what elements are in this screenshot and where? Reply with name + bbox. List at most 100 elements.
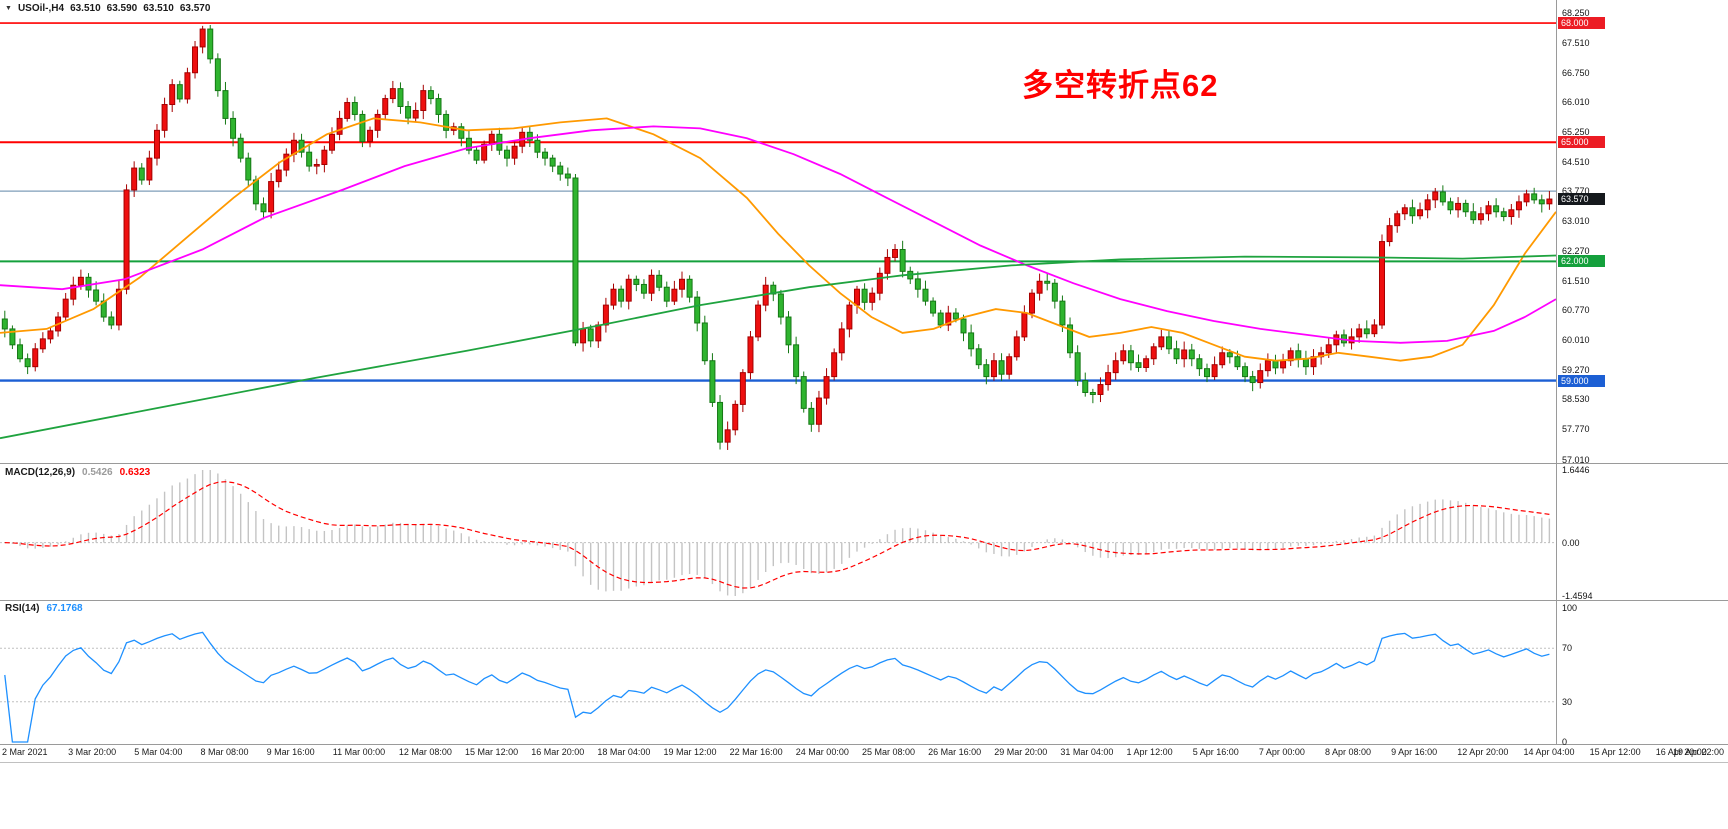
candle: [17, 344, 24, 360]
price-axis-label: 58.530: [1562, 394, 1590, 405]
candle: [260, 203, 267, 213]
candle: [1, 318, 8, 330]
candle: [831, 352, 838, 378]
candle: [602, 304, 609, 326]
price-badge-59.000: 59.000: [1558, 374, 1605, 387]
rsi-scale-label: 100: [1562, 603, 1578, 613]
time-axis-label: 11 Mar 00:00: [332, 747, 386, 757]
candle: [9, 328, 16, 346]
candle: [998, 360, 1005, 375]
rsi-scale-label: 70: [1562, 643, 1573, 654]
macd-scale-label: -1.4594: [1562, 591, 1593, 601]
candle: [268, 181, 275, 213]
candle: [990, 360, 997, 378]
candle: [640, 283, 647, 294]
chart-title: ▼ USOil-,H4 63.510 63.590 63.510 63.570: [5, 3, 210, 14]
price-badge-68.000: 68.000: [1558, 17, 1605, 30]
candlestick-chart[interactable]: [0, 0, 1728, 765]
ohlc-high: 63.590: [106, 3, 138, 14]
candle: [1409, 207, 1416, 217]
macd-signal-line: [4, 481, 1550, 589]
candle: [1021, 312, 1028, 338]
candle: [123, 189, 130, 290]
candle: [930, 300, 937, 314]
candle: [1538, 199, 1545, 205]
candle: [1173, 348, 1180, 360]
candle: [724, 429, 731, 443]
time-axis-label: 9 Mar 16:00: [266, 747, 315, 757]
candle: [542, 151, 549, 159]
candle: [1074, 352, 1081, 382]
candle: [793, 344, 800, 378]
candle: [800, 376, 807, 409]
price-axis-label: 67.510: [1562, 37, 1590, 48]
candle: [1242, 366, 1249, 378]
candle: [777, 293, 784, 318]
candle: [511, 145, 518, 159]
candle: [192, 46, 199, 74]
candle: [336, 117, 343, 135]
price-badge-63.570: 63.570: [1558, 193, 1605, 206]
candle: [1546, 198, 1553, 205]
candle: [321, 149, 328, 165]
candle: [1120, 350, 1127, 362]
candle: [937, 312, 944, 326]
candle: [458, 126, 465, 139]
candle: [564, 173, 571, 179]
candle: [1234, 356, 1241, 368]
candle: [328, 133, 335, 151]
candle: [701, 322, 708, 362]
candle: [732, 403, 739, 431]
candle: [914, 278, 921, 290]
rsi-scale-label: 0: [1562, 737, 1568, 747]
candle: [382, 98, 389, 115]
rsi-line: [4, 631, 1550, 743]
time-axis-label: 5 Apr 16:00: [1192, 747, 1239, 757]
candle: [1196, 358, 1203, 370]
candle: [1333, 334, 1340, 346]
candle: [648, 274, 655, 294]
chart-menu-icon[interactable]: ▼: [5, 5, 12, 12]
rsi-indicator-label: RSI(14) 67.1768: [5, 603, 83, 614]
candle: [853, 288, 860, 306]
candle: [1257, 370, 1264, 384]
candle: [161, 104, 168, 131]
candle: [435, 98, 442, 115]
candle: [115, 288, 122, 326]
candle: [922, 288, 929, 302]
candle: [694, 296, 701, 324]
candle: [397, 88, 404, 108]
candle: [62, 298, 69, 318]
time-axis-label: 2 Mar 2021: [2, 747, 48, 757]
candle: [610, 288, 617, 306]
candle: [717, 401, 724, 443]
candle: [739, 372, 746, 405]
candle: [587, 328, 594, 342]
candle: [1188, 349, 1195, 360]
candle: [465, 137, 472, 151]
candle: [1226, 352, 1233, 358]
candle: [1493, 205, 1500, 213]
time-axis-label: 7 Apr 00:00: [1258, 747, 1305, 757]
price-badge-62.000: 62.000: [1558, 255, 1605, 268]
candle: [1356, 328, 1363, 338]
time-axis-label: 29 Mar 20:00: [994, 747, 1048, 757]
candle: [983, 364, 990, 378]
candle: [1044, 280, 1051, 284]
price-axis-label: 59.270: [1562, 364, 1590, 375]
time-axis-label: 18 Mar 04:00: [597, 747, 651, 757]
candle: [1097, 384, 1104, 395]
time-axis-label: 3 Mar 20:00: [68, 747, 117, 757]
candle: [1264, 360, 1271, 372]
time-axis-label: 5 Mar 04:00: [134, 747, 183, 757]
annotation-text[interactable]: 多空转折点62: [1022, 68, 1219, 103]
macd-scale-label: 0.00: [1562, 537, 1580, 548]
time-axis-label: 25 Mar 08:00: [861, 747, 915, 757]
candle: [671, 288, 678, 302]
candle: [884, 256, 891, 274]
candle: [1067, 324, 1074, 354]
candle: [1211, 364, 1218, 378]
candle: [108, 316, 115, 326]
time-axis-label: 15 Mar 12:00: [465, 747, 519, 757]
